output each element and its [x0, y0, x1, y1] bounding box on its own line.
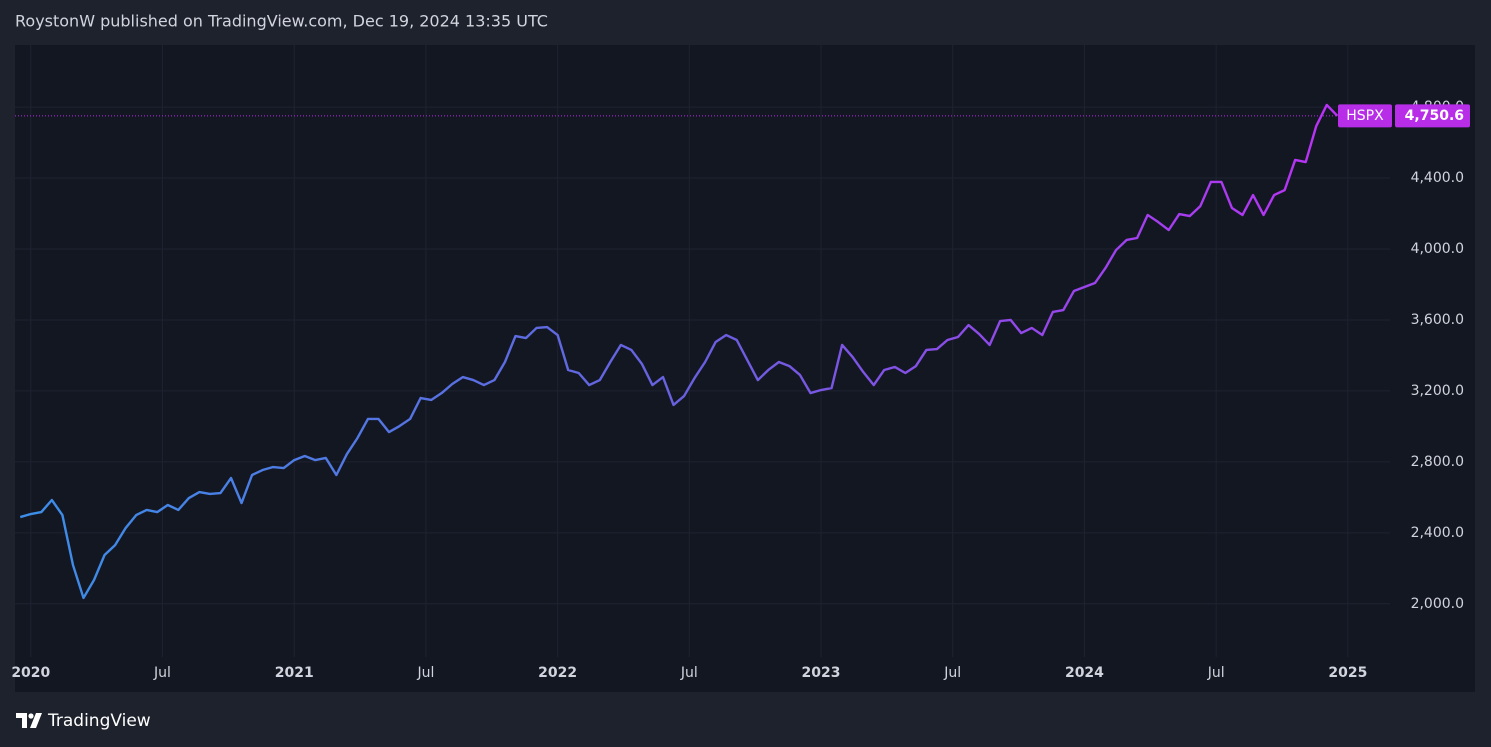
y-tick-label: 3,200.0	[1411, 383, 1464, 399]
x-tick-label: 2025	[1328, 665, 1367, 681]
series-name-box	[1338, 104, 1392, 128]
y-tick-label: 4,000.0	[1411, 241, 1464, 257]
x-tick-label: 2022	[538, 665, 577, 681]
series-name-label: HSPX	[1346, 108, 1384, 124]
tv-logo	[16, 713, 42, 728]
y-tick-label: 2,400.0	[1411, 525, 1464, 541]
y-tick-label: 2,000.0	[1411, 596, 1464, 612]
chart-pane	[15, 45, 1475, 692]
x-tick-label: 2024	[1065, 665, 1104, 681]
x-tick-label: Jul	[416, 665, 434, 681]
x-tick-label: 2020	[11, 665, 50, 681]
x-tick-label: Jul	[943, 665, 961, 681]
publish-header: RoystonW published on TradingView.com, D…	[15, 12, 548, 31]
x-tick-label: 2023	[802, 665, 841, 681]
y-tick-label: 2,800.0	[1411, 454, 1464, 470]
x-tick-label: Jul	[680, 665, 698, 681]
y-tick-label: 3,600.0	[1411, 312, 1464, 328]
last-value-box	[1395, 104, 1470, 128]
x-tick-label: 2021	[275, 665, 314, 681]
last-value-label: 4,750.6	[1405, 108, 1464, 124]
x-tick-label: Jul	[1207, 665, 1225, 681]
y-tick-label: 4,400.0	[1411, 170, 1464, 186]
footer-brand: TradingView	[47, 711, 151, 731]
price-line	[19, 103, 1339, 600]
x-tick-label: Jul	[153, 665, 171, 681]
